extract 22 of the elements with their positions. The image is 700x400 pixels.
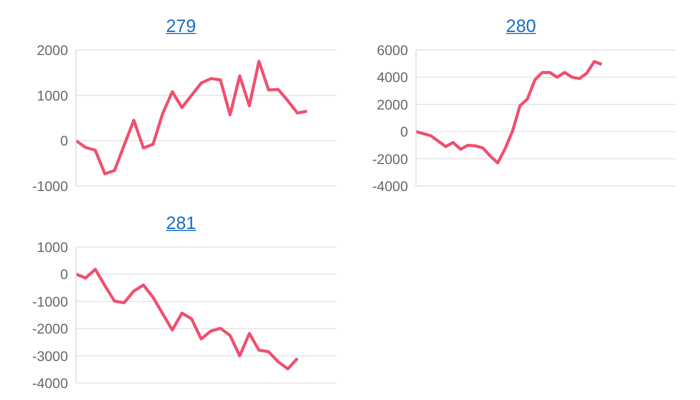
- y-tick-label: -2000: [372, 150, 408, 167]
- y-tick-label: 4000: [376, 69, 408, 86]
- line-series: [74, 268, 299, 370]
- y-tick-label: 0: [400, 124, 408, 140]
- y-tick-label: 0: [60, 132, 68, 149]
- y-tick-label: -1000: [32, 293, 68, 310]
- line-series: [74, 60, 309, 176]
- y-tick-label: -2000: [32, 320, 68, 337]
- y-tick-label: -1000: [32, 178, 68, 194]
- y-tick-label: -3000: [32, 348, 68, 364]
- chart-title: 281: [166, 213, 196, 233]
- y-tick-label: -4000: [32, 374, 68, 391]
- y-tick-label: 6000: [376, 42, 408, 58]
- y-tick-label: 2000: [36, 42, 68, 58]
- line-series: [414, 60, 604, 164]
- chart-title: 280: [506, 16, 536, 36]
- y-tick-label: 1000: [36, 238, 68, 255]
- y-tick-label: 2000: [376, 96, 408, 112]
- y-tick-label: -4000: [372, 178, 408, 194]
- chart-title: 279: [166, 16, 196, 36]
- y-tick-label: 0: [60, 266, 68, 282]
- y-tick-label: 1000: [36, 87, 68, 104]
